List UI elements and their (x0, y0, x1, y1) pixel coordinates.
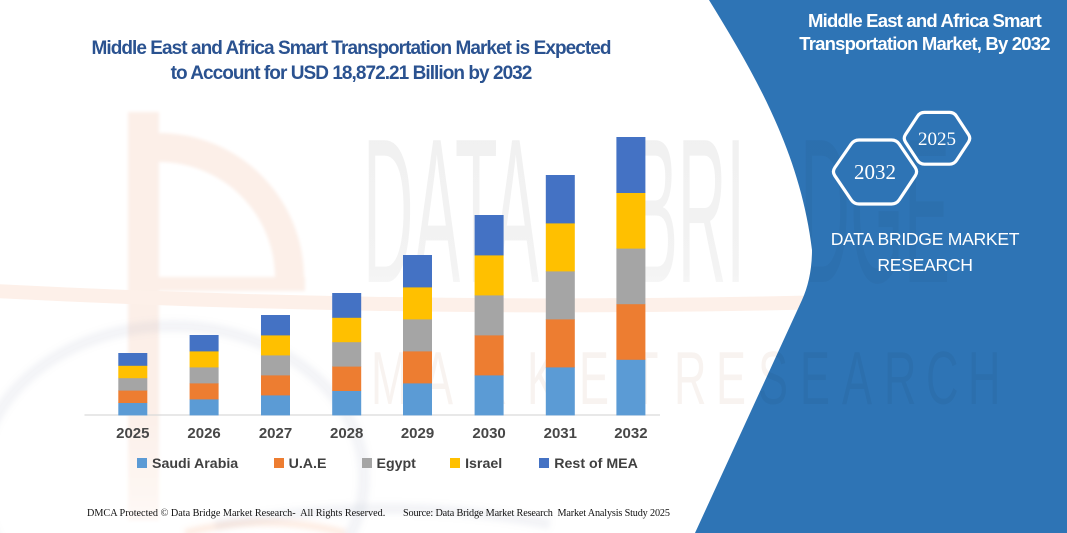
svg-text:BRI: BRI (633, 96, 745, 326)
svg-text:2032: 2032 (854, 160, 896, 184)
svg-text:2025: 2025 (918, 129, 956, 150)
svg-text:DGE: DGE (800, 96, 950, 326)
svg-text:DATA: DATA (363, 96, 539, 326)
